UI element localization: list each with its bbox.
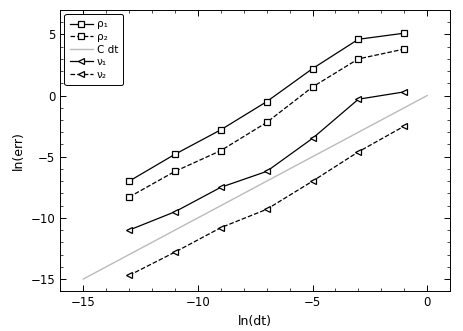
ν₂ [263,207,269,211]
ρ₂ [172,169,177,173]
ρ₁ [126,179,131,183]
ρ₂ [218,149,223,153]
ν₂ [355,150,360,154]
ν₁ [263,169,269,173]
Legend: ρ₁, ρ₂, C dt, ν₁, ν₂: ρ₁, ρ₂, C dt, ν₁, ν₂ [64,14,123,85]
ρ₁ [218,128,223,132]
ρ₂ [309,85,315,89]
ν₁ [400,90,406,94]
X-axis label: ln(dt): ln(dt) [238,315,272,328]
ν₁ [172,210,177,214]
ν₂ [309,179,315,183]
ρ₂ [263,120,269,124]
ν₁ [355,97,360,101]
Line: ν₁: ν₁ [125,88,407,234]
ρ₁ [400,31,406,35]
Y-axis label: ln(err): ln(err) [12,131,25,170]
Line: ν₂: ν₂ [125,123,407,279]
ν₂ [126,273,131,277]
ρ₂ [400,47,406,51]
ν₁ [218,185,223,189]
ρ₁ [172,152,177,156]
ν₂ [400,124,406,128]
ρ₂ [126,195,131,199]
ν₁ [126,228,131,232]
ρ₁ [309,67,315,71]
ν₂ [218,226,223,230]
ρ₂ [355,57,360,61]
Line: ρ₂: ρ₂ [126,46,407,200]
Line: ρ₁: ρ₁ [126,30,407,184]
ρ₁ [263,100,269,104]
ν₂ [172,250,177,254]
ρ₁ [355,37,360,41]
ν₁ [309,136,315,140]
